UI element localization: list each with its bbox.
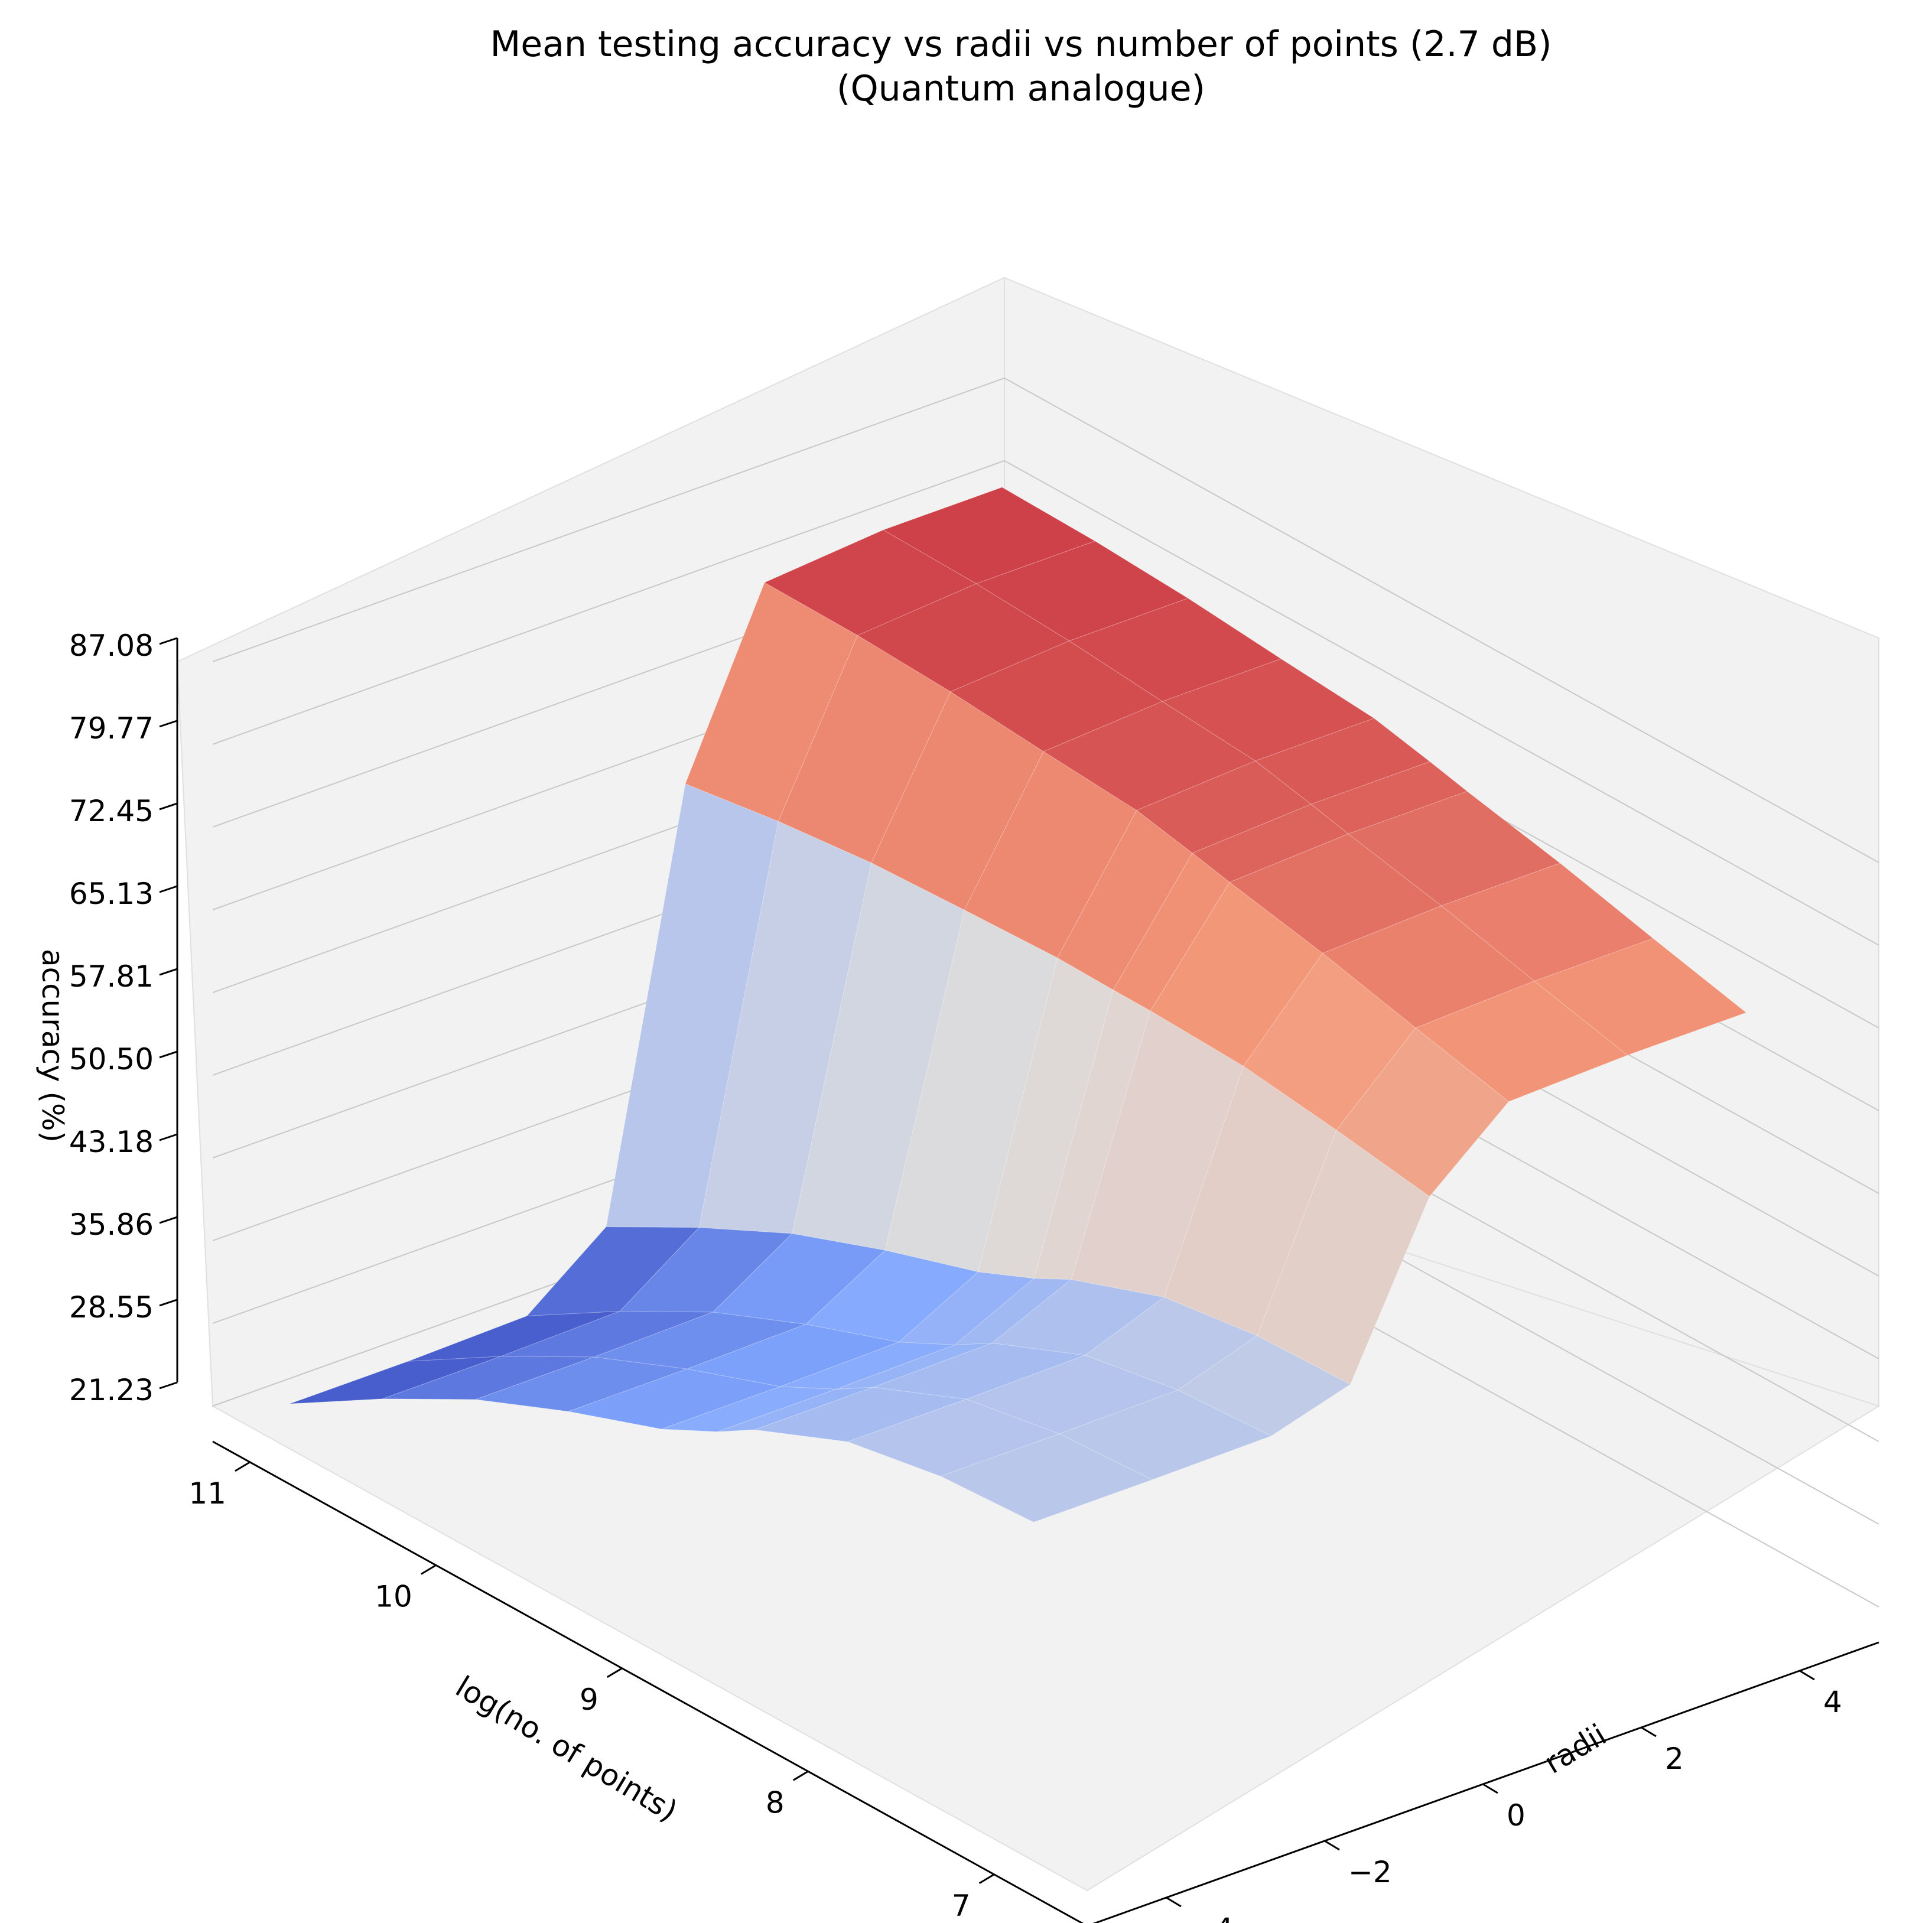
z-tick	[159, 1381, 178, 1390]
z-tick	[159, 1299, 178, 1307]
x-tick	[792, 1771, 809, 1781]
x-axis-line	[212, 1440, 1084, 1923]
y-tick	[1482, 1783, 1498, 1794]
x-tick	[978, 1873, 995, 1885]
x-tick-label: 8	[766, 1785, 785, 1820]
y-tick-label: −4	[1190, 1912, 1234, 1923]
z-tick	[159, 1133, 178, 1141]
z-tick-label: 43.18	[69, 1125, 154, 1159]
z-tick-label: 79.77	[69, 711, 154, 746]
x-tick	[606, 1667, 623, 1678]
x-tick-label: 7	[952, 1889, 971, 1923]
x-axis-label: log(no. of points)	[450, 1670, 683, 1828]
y-tick	[1324, 1840, 1340, 1851]
y-tick-label: 0	[1507, 1798, 1526, 1833]
z-tick-label: 50.50	[69, 1042, 154, 1076]
axes: 21.23 28.55 35.86 43.18 50.50 57.81 65.13 72.45…	[69, 629, 1879, 1923]
surface-patch	[1534, 938, 1747, 1056]
y-tick-label: −2	[1348, 1855, 1392, 1889]
y-tick	[1166, 1896, 1182, 1908]
z-tick	[159, 802, 178, 811]
z-tick	[159, 1050, 178, 1059]
y-tick-label: 2	[1665, 1742, 1684, 1776]
x-tick-label: 9	[580, 1683, 599, 1717]
z-tick	[159, 720, 178, 728]
y-tick	[1799, 1670, 1815, 1681]
z-tick	[159, 1216, 178, 1224]
z-tick-label: 35.86	[69, 1208, 154, 1242]
chart-title: Mean testing accuracy vs radii vs number…	[490, 24, 1552, 65]
y-tick-label: 4	[1823, 1685, 1842, 1719]
z-axis-label: accuracy (%)	[35, 949, 70, 1143]
x-tick	[235, 1461, 251, 1472]
x-tick-label: 11	[188, 1476, 226, 1511]
z-tick-label: 72.45	[69, 794, 154, 828]
x-tick-label: 10	[375, 1579, 412, 1613]
z-tick-label: 57.81	[69, 959, 154, 994]
surface	[289, 487, 1747, 1523]
z-tick	[159, 968, 178, 976]
z-tick-label: 87.08	[69, 629, 154, 663]
y-axis-label: radii	[1539, 1717, 1612, 1781]
x-tick	[421, 1564, 437, 1575]
z-tick-label: 65.13	[69, 877, 154, 911]
z-tick-label: 28.55	[69, 1290, 154, 1325]
z-tick-label: 21.23	[69, 1373, 154, 1407]
chart-subtitle: (Quantum analogue)	[837, 68, 1205, 109]
y-tick	[1641, 1726, 1657, 1737]
z-tick	[159, 637, 178, 645]
z-grid-line	[212, 377, 1879, 863]
z-tick	[159, 885, 178, 893]
z-grid-line	[212, 460, 1879, 946]
